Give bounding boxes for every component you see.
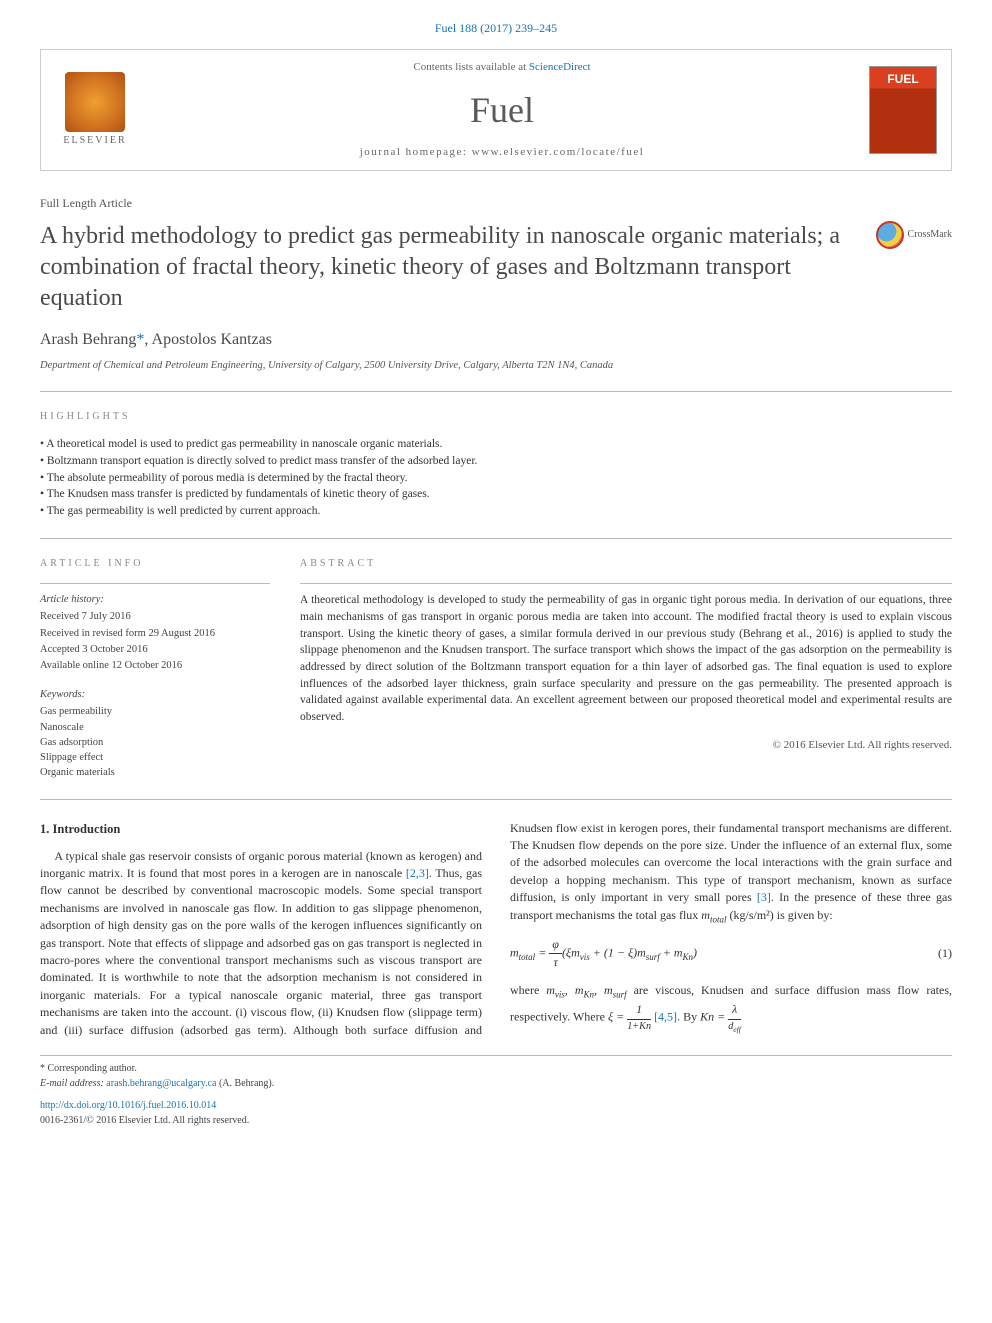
doi-link[interactable]: http://dx.doi.org/10.1016/j.fuel.2016.10… — [40, 1100, 216, 1111]
highlight-item: The Knudsen mass transfer is predicted b… — [40, 486, 952, 503]
text-run: where — [510, 983, 546, 997]
history-item: Accepted 3 October 2016 — [40, 642, 270, 657]
abstract-text: A theoretical methodology is developed t… — [300, 592, 952, 725]
history-item: Received in revised form 29 August 2016 — [40, 626, 270, 641]
homepage-label: journal homepage: — [360, 146, 472, 158]
crossmark-label: CrossMark — [908, 228, 952, 243]
citation-link[interactable]: [2,3] — [406, 866, 429, 880]
corresponding-note: * Corresponding author. — [40, 1062, 952, 1077]
equation: mtotal = φτ(ξmvis + (1 − ξ)msurf + mKn) — [510, 936, 697, 972]
divider — [300, 583, 952, 584]
equation-number: (1) — [938, 945, 952, 962]
history-item: Received 7 July 2016 — [40, 609, 270, 624]
text-run: . Thus, gas flow cannot be described by … — [40, 866, 482, 1002]
abstract-column: ABSTRACT A theoretical methodology is de… — [300, 557, 952, 781]
email-who: (A. Behrang). — [216, 1078, 274, 1089]
article-info-label: ARTICLE INFO — [40, 557, 270, 572]
subscript: total — [710, 914, 727, 924]
journal-name: Fuel — [135, 84, 869, 136]
symbol: m — [701, 908, 710, 922]
article-info-column: ARTICLE INFO Article history: Received 7… — [40, 557, 270, 781]
highlights-list: A theoretical model is used to predict g… — [40, 436, 952, 519]
abstract-label: ABSTRACT — [300, 557, 952, 572]
keyword: Nanoscale — [40, 720, 270, 735]
history-title: Article history: — [40, 592, 270, 607]
authors-line: Arash Behrang*, Apostolos Kantzas — [40, 328, 952, 351]
email-label: E-mail address: — [40, 1078, 106, 1089]
publisher-block: ELSEVIER — [55, 72, 135, 149]
header-center: Contents lists available at ScienceDirec… — [135, 60, 869, 160]
keyword: Gas permeability — [40, 704, 270, 719]
highlight-item: A theoretical model is used to predict g… — [40, 436, 952, 453]
divider — [40, 799, 952, 800]
journal-cover-icon — [869, 66, 937, 154]
crossmark-icon — [876, 221, 904, 249]
equation-row: mtotal = φτ(ξmvis + (1 − ξ)msurf + mKn) … — [510, 936, 952, 972]
copyright: © 2016 Elsevier Ltd. All rights reserved… — [300, 738, 952, 754]
intro-heading: 1. Introduction — [40, 820, 482, 838]
citation-link[interactable]: [4,5] — [654, 1010, 677, 1024]
issn-line: 0016-2361/© 2016 Elsevier Ltd. All right… — [40, 1114, 952, 1129]
keyword: Slippage effect — [40, 750, 270, 765]
highlight-item: The absolute permeability of porous medi… — [40, 470, 952, 487]
citation: Fuel 188 (2017) 239–245 — [40, 20, 952, 37]
article-title: A hybrid methodology to predict gas perm… — [40, 221, 856, 315]
history-item: Available online 12 October 2016 — [40, 658, 270, 673]
divider — [40, 583, 270, 584]
article-type: Full Length Article — [40, 195, 952, 212]
post-equation-paragraph: where mvis, mKn, msurf are viscous, Knud… — [510, 982, 952, 1035]
affiliation: Department of Chemical and Petroleum Eng… — [40, 358, 952, 373]
homepage-url: www.elsevier.com/locate/fuel — [472, 146, 645, 158]
divider — [40, 538, 952, 539]
highlight-item: The gas permeability is well predicted b… — [40, 503, 952, 520]
keyword: Organic materials — [40, 765, 270, 780]
keyword: Gas adsorption — [40, 735, 270, 750]
text-run: (kg/s/m²) is given by: — [726, 908, 832, 922]
author-rest: , Apostolos Kantzas — [144, 331, 272, 348]
journal-header: ELSEVIER Contents lists available at Sci… — [40, 49, 952, 171]
publisher-name: ELSEVIER — [63, 134, 126, 149]
highlights-label: HIGHLIGHTS — [40, 410, 952, 425]
sciencedirect-link[interactable]: ScienceDirect — [529, 61, 591, 73]
page-footer: * Corresponding author. E-mail address: … — [40, 1055, 952, 1128]
highlight-item: Boltzmann transport equation is directly… — [40, 453, 952, 470]
body-text: 1. Introduction A typical shale gas rese… — [40, 820, 952, 1039]
keywords-label: Keywords: — [40, 687, 270, 702]
email-link[interactable]: arash.behrang@ucalgary.ca — [106, 1078, 216, 1089]
crossmark-badge[interactable]: CrossMark — [876, 221, 952, 249]
divider — [40, 391, 952, 392]
text-run: . By — [677, 1010, 700, 1024]
contents-prefix: Contents lists available at — [413, 61, 528, 73]
author-1: Arash Behrang — [40, 331, 136, 348]
citation-link[interactable]: [3] — [757, 890, 771, 904]
elsevier-logo-icon — [65, 72, 125, 132]
